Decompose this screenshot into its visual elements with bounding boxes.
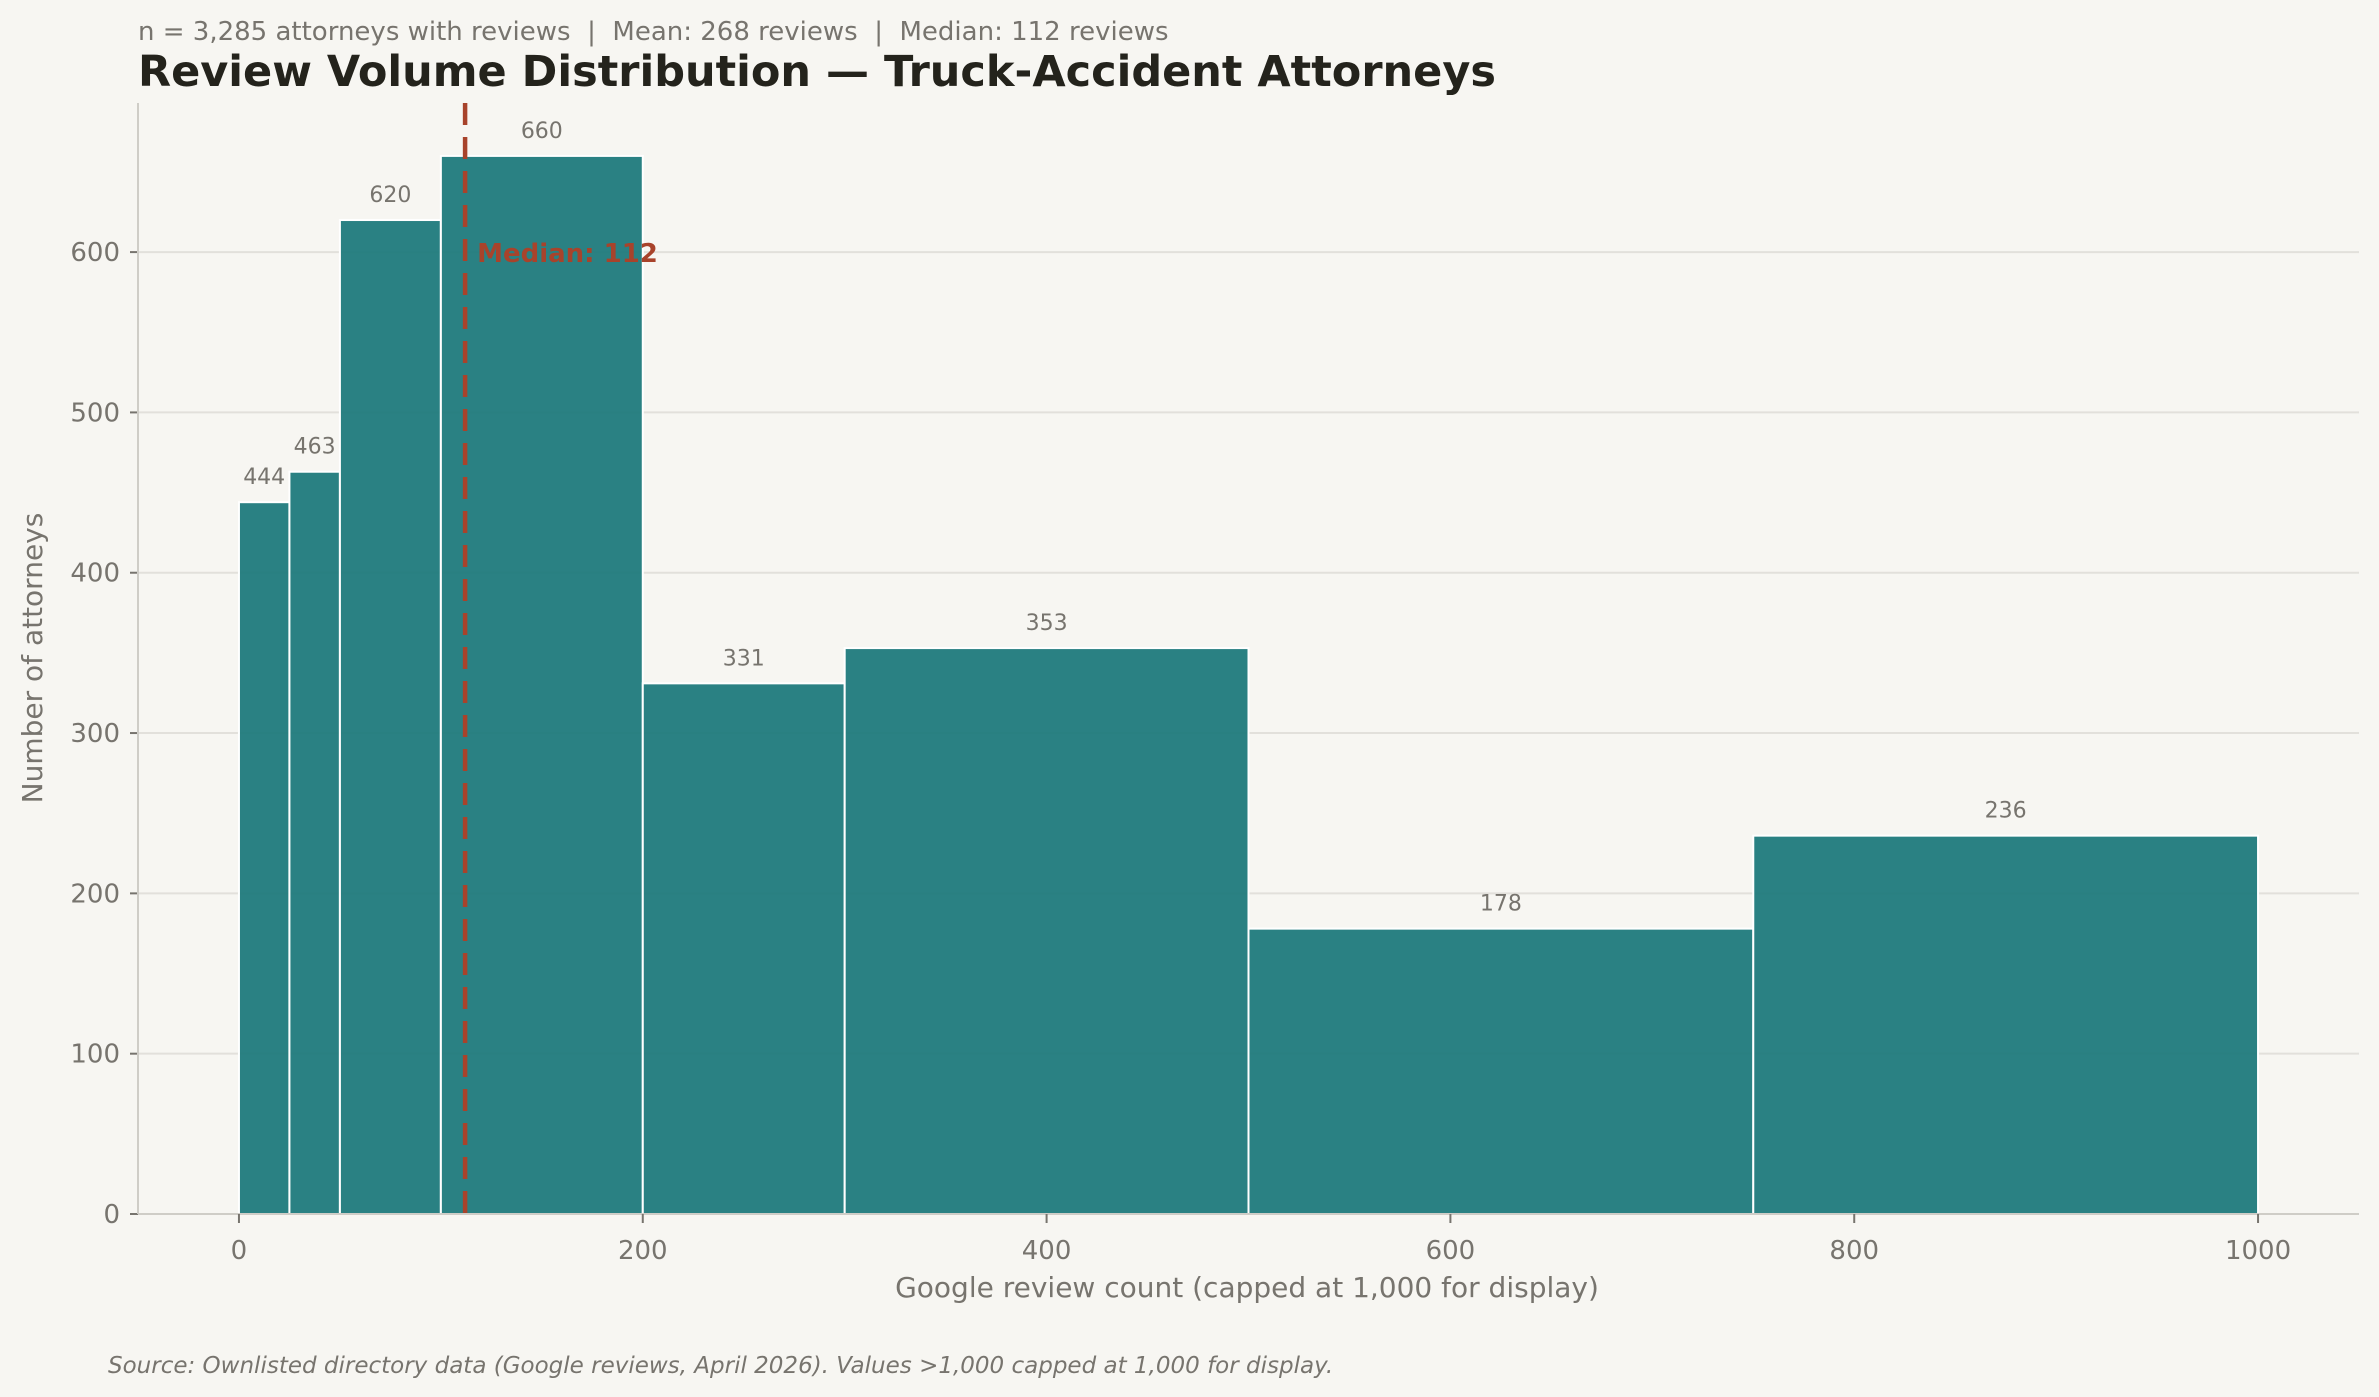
chart-title: Review Volume Distribution — Truck-Accid…: [138, 47, 1496, 97]
histogram-bar: [1247, 927, 1755, 1216]
histogram-bar: [1752, 834, 2260, 1216]
bar-value-label: 444: [243, 465, 285, 490]
x-tick-label: 200: [618, 1236, 668, 1266]
y-tick-label: 200: [70, 879, 120, 909]
bar-value-label: 178: [1480, 892, 1522, 917]
source-note: Source: Ownlisted directory data (Google…: [108, 1353, 1333, 1379]
y-tick-label: 300: [70, 719, 120, 749]
bar-value-label: 236: [1985, 799, 2027, 824]
histogram-bar: [641, 682, 846, 1215]
bar-value-label: 463: [294, 435, 336, 460]
histogram-bar: [288, 470, 341, 1215]
y-tick-label: 400: [70, 559, 120, 589]
y-tick-label: 0: [103, 1200, 120, 1230]
y-tick-label: 100: [70, 1040, 120, 1070]
bar-value-label: 353: [1026, 611, 1068, 636]
median-label: Median: 112: [477, 239, 658, 269]
y-tick-label: 600: [70, 238, 120, 268]
histogram-bar: [338, 219, 442, 1216]
bar-value-label: 660: [521, 119, 563, 144]
x-tick-label: 600: [1426, 1236, 1476, 1266]
y-tick-label: 500: [70, 398, 120, 428]
x-tick-label: 0: [231, 1236, 248, 1266]
x-axis-label: Google review count (capped at 1,000 for…: [895, 1271, 1599, 1304]
chart-subtitle: n = 3,285 attorneys with reviews | Mean:…: [138, 17, 1169, 47]
histogram-bar: [237, 501, 291, 1215]
bar-value-label: 620: [369, 183, 411, 208]
x-tick-label: 1000: [2225, 1236, 2291, 1266]
histogram-bar: [843, 647, 1250, 1215]
histogram-bar: [439, 154, 644, 1215]
bar-value-label: 331: [723, 646, 765, 671]
y-axis-label: Number of attorneys: [16, 513, 49, 804]
x-tick-label: 800: [1829, 1236, 1879, 1266]
x-tick-label: 400: [1022, 1236, 1072, 1266]
